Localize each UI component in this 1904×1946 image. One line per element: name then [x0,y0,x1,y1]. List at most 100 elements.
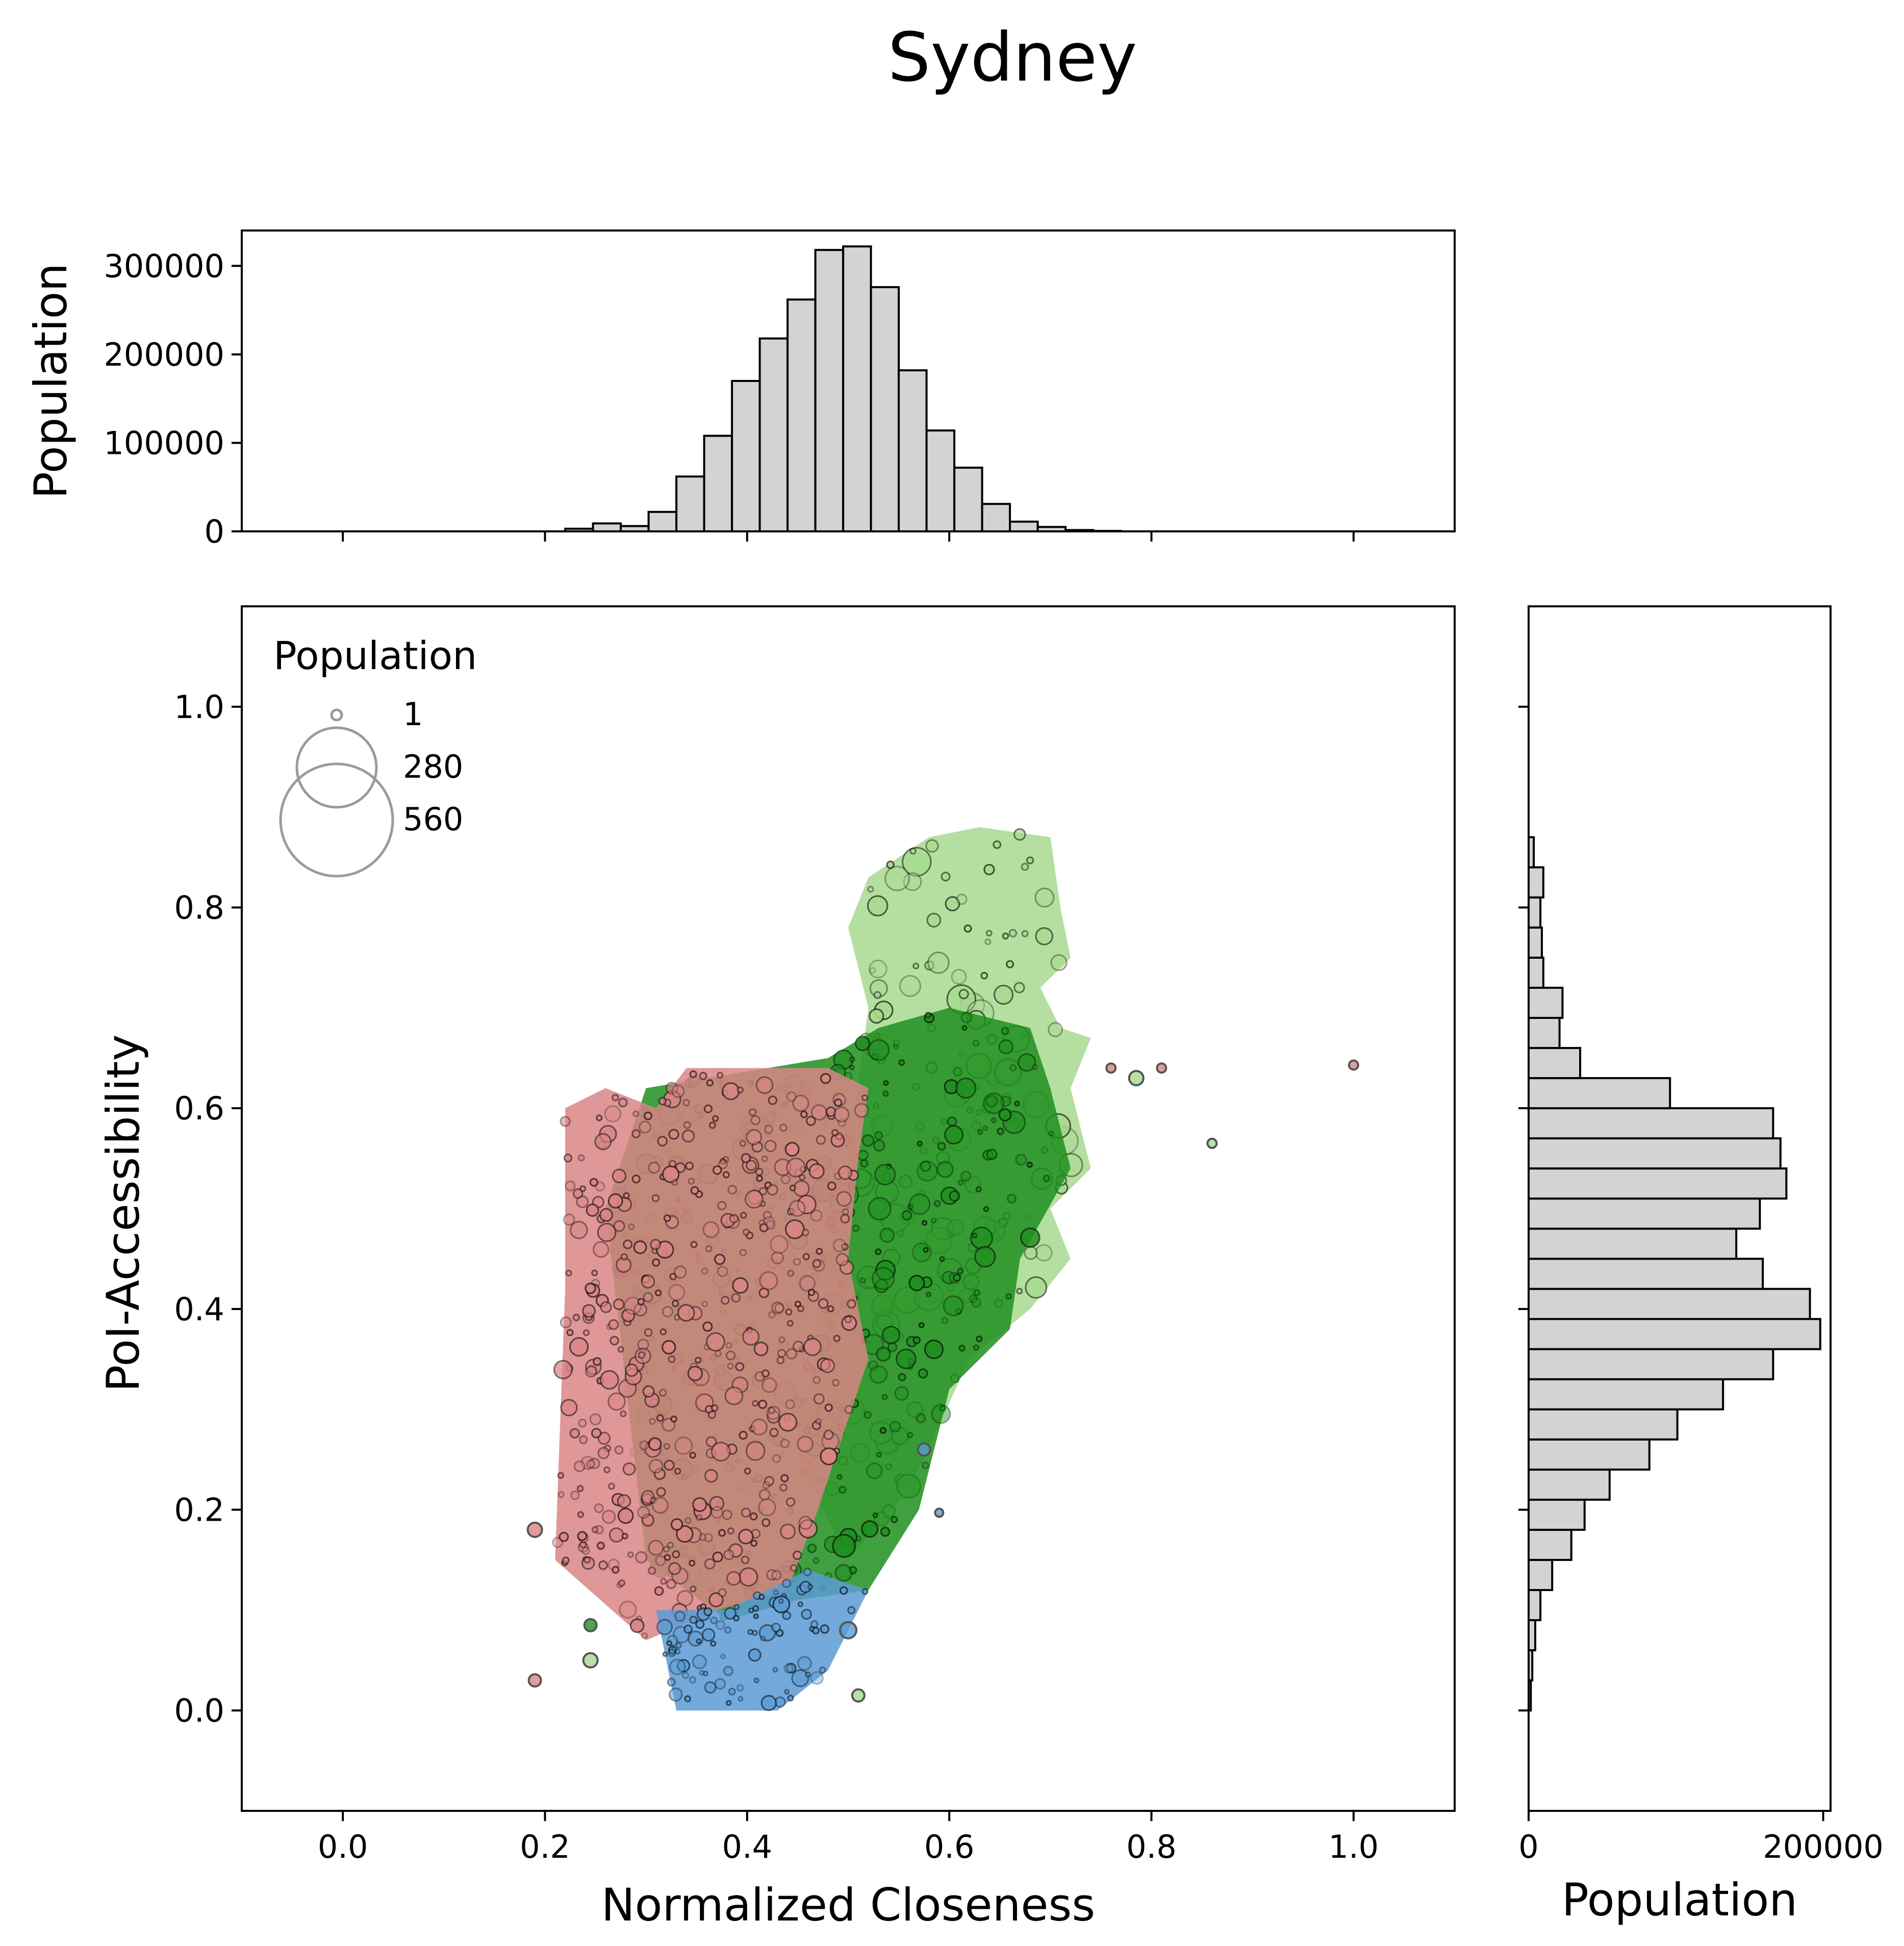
scatter-point [621,1532,628,1540]
scatter-point [676,1590,694,1607]
scatter-point [1034,887,1055,908]
scatter-point [712,1551,723,1563]
scatter-point [662,1418,676,1432]
scatter-point [879,1227,895,1243]
scatter-point [743,1228,750,1236]
scatter-point [768,1406,776,1415]
scatter-point [1002,932,1009,940]
scatter-point [852,1224,860,1232]
scatter-point [786,1348,798,1360]
scatter-point [688,1630,704,1647]
scatter-point [782,1611,792,1620]
scatter-point [727,1363,734,1370]
scatter-point [898,1373,906,1381]
scatter-point [960,1012,973,1023]
top-y-tick-label: 300000 [104,247,224,285]
scatter-point [983,1092,1005,1114]
scatter-point [663,1546,670,1553]
scatter-point [779,1123,788,1132]
scatter-point [741,1153,751,1163]
scatter-point [631,1129,641,1138]
scatter-point [674,1265,687,1279]
top-histogram-bar [731,380,761,532]
scatter-point [731,1293,741,1303]
scatter-point [687,1366,703,1381]
scatter-point [674,1648,681,1655]
scatter-point [593,1357,602,1366]
scatter-point [873,991,882,1000]
scatter-point [920,1161,931,1172]
scatter-point [908,1274,925,1291]
scatter-point [717,1266,728,1277]
scatter-point [717,1201,727,1211]
scatter-point [569,1428,580,1439]
scatter-point [672,1300,679,1308]
scatter-point [944,1125,964,1145]
scatter-point [896,1348,917,1369]
scatter-point [793,1258,801,1266]
scatter-point [629,1618,645,1633]
top-histogram-bar [814,249,845,533]
scatter-point [785,1497,796,1507]
scatter-point [818,1298,829,1309]
scatter-point [668,1284,686,1301]
scatter-point [709,1496,725,1512]
scatter-point [607,1392,626,1411]
scatter-point [710,1640,717,1647]
scatter-point [607,1193,623,1209]
scatter-point [812,1259,822,1268]
scatter-point [726,1571,741,1586]
scatter-point [880,1526,891,1537]
scatter-point [699,1071,707,1080]
scatter-point [726,1350,736,1361]
scatter-point [585,1366,597,1378]
scatter-point [699,1670,705,1676]
scatter-point [657,1136,668,1147]
scatter-point [869,1365,888,1384]
scatter-point [963,924,972,933]
scatter-point [718,1588,727,1597]
scatter-point [798,1519,818,1539]
scatter-point [755,1167,764,1176]
scatter-point [750,1540,758,1547]
scatter-point [576,1195,589,1208]
scatter-point [869,967,876,974]
scatter-point [610,1336,619,1346]
scatter-point [982,1125,988,1131]
scatter-point [728,1687,736,1696]
scatter-point [676,1525,694,1543]
scatter-point [677,1659,691,1673]
scatter-point [749,1108,757,1116]
scatter-point [1035,927,1054,945]
scatter-point [881,1394,888,1400]
scatter-point [797,1601,804,1607]
scatter-point [813,1393,825,1405]
scatter-point [577,1531,588,1541]
scatter-point [931,1404,951,1424]
scatter-point [648,1540,664,1556]
scatter-point [599,1370,619,1390]
scatter-point [710,1617,718,1625]
scatter-point [729,1214,739,1224]
scatter-point [569,1337,589,1357]
scatter-point [872,1512,878,1518]
scatter-point [812,1627,820,1634]
scatter-point [766,1220,776,1230]
scatter-point [839,1486,847,1494]
scatter-point [563,1213,575,1226]
scatter-point [808,1289,816,1296]
scatter-point [868,1360,878,1371]
scatter-point [733,1615,740,1622]
y-tick-label: 0.2 [174,1492,224,1529]
scatter-point [802,1253,810,1261]
scatter-point [560,1399,578,1417]
scatter-point [761,1369,770,1378]
scatter-point [907,1431,913,1439]
scatter-point [758,1489,771,1501]
x-tick-label: 0.2 [520,1828,570,1865]
scatter-point [591,1428,602,1439]
scatter-point [874,1131,883,1140]
scatter-point [589,1457,600,1469]
scatter-point [692,1654,707,1670]
right-histogram-bar [1528,1468,1611,1501]
